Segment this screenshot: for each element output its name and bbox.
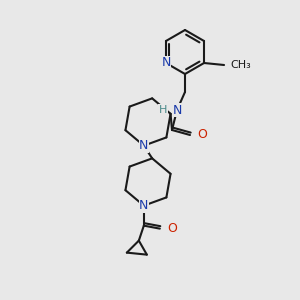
Text: CH₃: CH₃ [230, 60, 251, 70]
Text: O: O [167, 222, 177, 235]
Text: H: H [159, 105, 167, 115]
Text: N: N [161, 56, 171, 70]
Text: N: N [139, 199, 148, 212]
Text: N: N [139, 139, 148, 152]
Text: N: N [172, 103, 182, 116]
Text: O: O [197, 128, 207, 142]
